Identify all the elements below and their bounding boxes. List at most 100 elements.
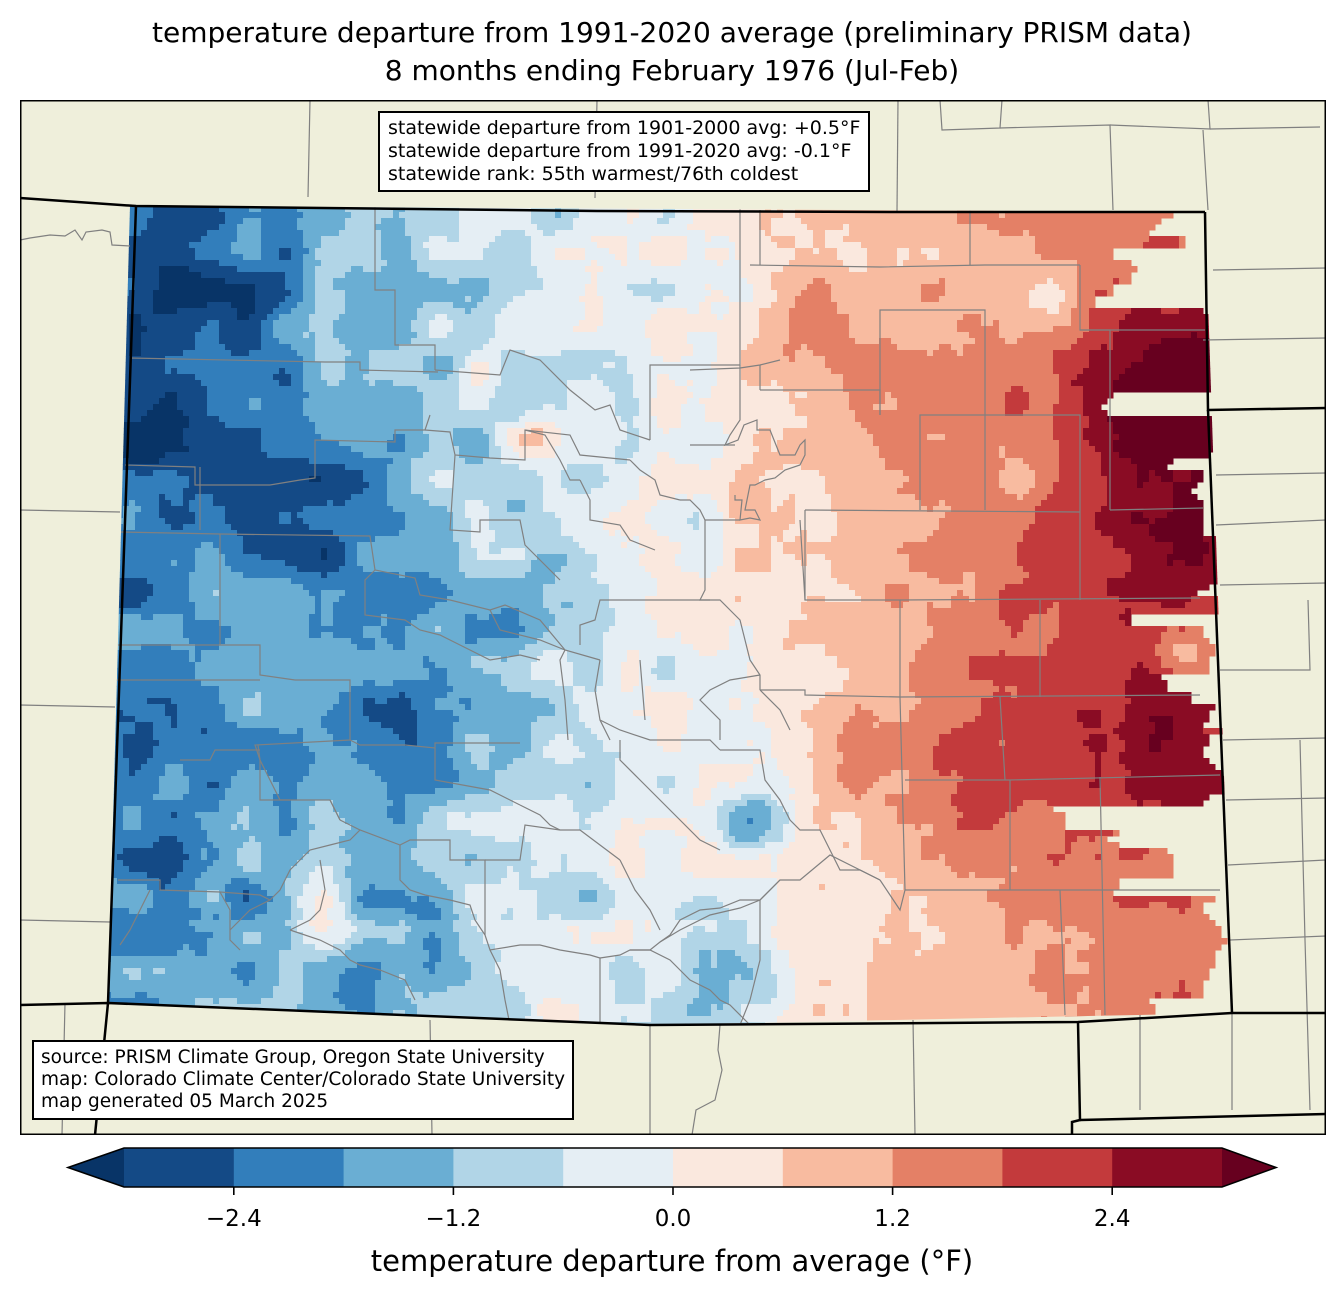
temperature-cell	[483, 668, 532, 675]
temperature-cell	[771, 278, 814, 285]
temperature-cell	[159, 878, 172, 885]
temperature-cell	[195, 650, 202, 657]
temperature-cell	[627, 248, 640, 255]
temperature-cell	[207, 320, 220, 327]
temperature-cell	[945, 512, 1036, 519]
temperature-cell	[1131, 560, 1168, 567]
temperature-cell	[651, 296, 664, 303]
temperature-cell	[309, 830, 346, 837]
temperature-cell	[729, 494, 772, 501]
temperature-cell	[333, 320, 412, 327]
temperature-cell	[321, 236, 382, 243]
temperature-cell	[1053, 926, 1066, 933]
temperature-cell	[153, 722, 172, 729]
temperature-cell	[291, 374, 304, 381]
temperature-cell	[543, 440, 562, 447]
temperature-cell	[1113, 344, 1150, 351]
temperature-cell	[429, 992, 526, 999]
temperature-cell	[699, 518, 724, 525]
temperature-cell	[1149, 740, 1162, 747]
temperature-cell	[303, 284, 316, 291]
temperature-cell	[747, 662, 838, 669]
temperature-cell	[351, 350, 370, 357]
temperature-cell	[915, 950, 922, 957]
temperature-cell	[801, 344, 808, 351]
temperature-cell	[729, 512, 796, 519]
temperature-cell	[681, 962, 700, 969]
temperature-cell	[849, 230, 1000, 237]
temperature-cell	[108, 242, 190, 249]
temperature-cell	[579, 206, 628, 213]
temperature-cell	[927, 620, 1006, 627]
temperature-cell	[615, 398, 640, 405]
temperature-cell	[615, 896, 694, 903]
temperature-cell	[1017, 692, 1126, 699]
temperature-cell	[129, 320, 142, 327]
temperature-cell	[1161, 800, 1204, 807]
temperature-cell	[1143, 242, 1180, 249]
temperature-cell	[219, 416, 310, 423]
temperature-cell	[207, 398, 250, 405]
temperature-cell	[1185, 980, 1204, 987]
temperature-cell	[813, 806, 898, 813]
temperature-cell	[747, 650, 826, 657]
temperature-cell	[1059, 860, 1174, 867]
temperature-cell	[933, 530, 1024, 537]
temperature-cell	[729, 248, 736, 255]
temperature-cell	[951, 728, 1114, 735]
temperature-cell	[591, 278, 598, 285]
temperature-cell	[1149, 476, 1162, 483]
temperature-cell	[1023, 332, 1084, 339]
temperature-cell	[741, 362, 826, 369]
temperature-cell	[897, 806, 958, 813]
temperature-cell	[657, 416, 682, 423]
temperature-cell	[927, 608, 1000, 615]
temperature-cell	[645, 920, 652, 927]
temperature-cell	[585, 254, 616, 261]
temperature-cell	[321, 476, 364, 483]
temperature-cell	[333, 614, 382, 621]
temperature-cell	[207, 854, 220, 861]
temperature-cell	[627, 212, 640, 219]
temperature-cell	[429, 434, 454, 441]
temperature-cell	[417, 716, 460, 723]
temperature-cell	[1071, 842, 1120, 849]
temperature-cell	[747, 776, 790, 783]
temperature-cell	[945, 284, 1036, 291]
temperature-cell	[615, 986, 646, 993]
temperature-cell	[1089, 326, 1120, 333]
temperature-cell	[633, 926, 646, 933]
temperature-cell	[309, 458, 394, 465]
county-boundary	[254, 679, 351, 821]
temperature-cell	[543, 590, 610, 597]
temperature-cell	[231, 248, 262, 255]
temperature-cell	[195, 878, 232, 885]
temperature-cell	[1125, 680, 1168, 687]
temperature-cell	[453, 890, 466, 897]
temperature-cell	[453, 476, 544, 483]
county-boundary	[899, 597, 1201, 601]
temperature-cell	[585, 548, 646, 555]
temperature-cell	[315, 752, 352, 759]
temperature-cell	[405, 1010, 418, 1017]
temperature-cell	[465, 956, 502, 963]
temperature-cell	[243, 218, 262, 225]
temperature-cell	[945, 932, 1006, 939]
temperature-cell	[159, 506, 190, 513]
temperature-cell	[141, 974, 238, 981]
temperature-cell	[363, 938, 388, 945]
temperature-cell	[345, 296, 466, 303]
temperature-cell	[381, 968, 430, 975]
temperature-cell	[1083, 986, 1090, 993]
temperature-cell	[417, 824, 448, 831]
credits-box: source: PRISM Climate Group, Oregon Stat…	[32, 1040, 575, 1120]
temperature-cell	[243, 866, 262, 873]
temperature-cell	[405, 230, 460, 237]
temperature-cell	[417, 332, 430, 339]
temperature-cell	[261, 704, 334, 711]
temperature-cell	[939, 926, 1006, 933]
temperature-cell	[291, 812, 310, 819]
temperature-cell	[729, 296, 754, 303]
temperature-cell	[447, 680, 502, 687]
temperature-cell	[411, 926, 454, 933]
